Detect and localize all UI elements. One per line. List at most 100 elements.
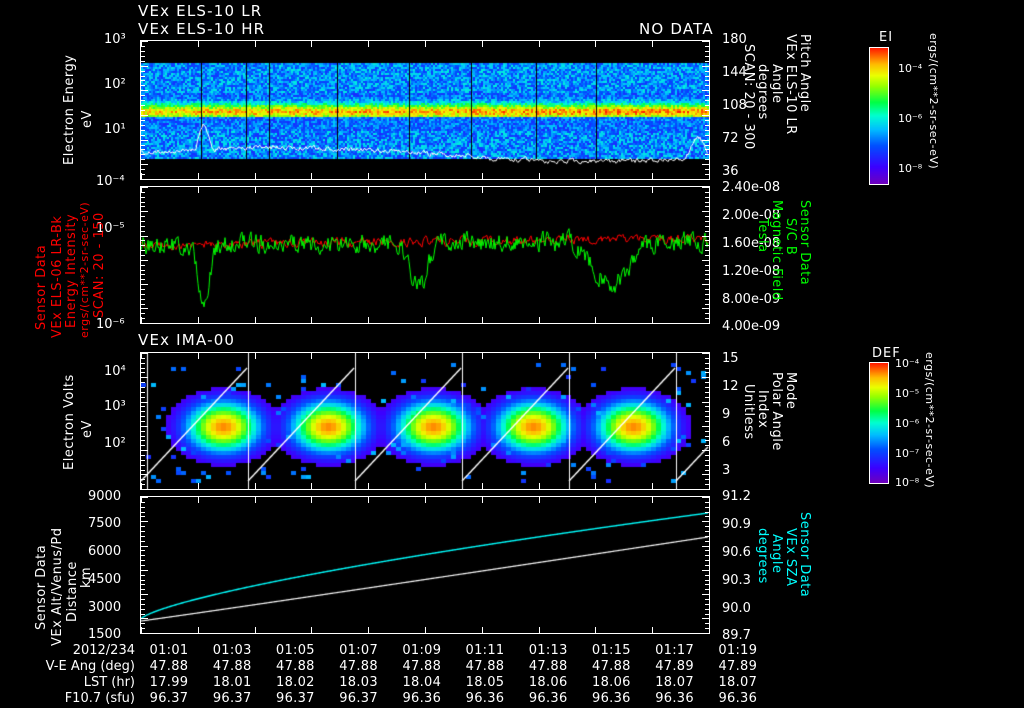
axis-tick [702, 114, 709, 116]
axis-tick [705, 584, 709, 586]
panel1-left-axis-label-line1: eV [80, 110, 95, 128]
panel4-right-tick-3: 90.3 [722, 573, 751, 588]
axis-tick [702, 90, 709, 92]
axis-tick [702, 139, 709, 141]
table-cell-1-6: 47.88 [528, 659, 568, 674]
table-cell-3-4: 96.36 [402, 691, 442, 706]
axis-tick [652, 483, 654, 489]
axis-tick [141, 206, 145, 208]
axis-tick [141, 455, 145, 456]
panel4-right-tick-5: 89.7 [722, 628, 751, 643]
axis-tick [141, 450, 148, 452]
panel1-right-tick-1: 144 [722, 65, 747, 80]
axis-tick [141, 531, 145, 532]
panel4-right-label-line2: Angle [769, 534, 784, 574]
axis-tick [311, 317, 313, 323]
axis-tick [705, 45, 709, 47]
axis-tick [141, 589, 145, 591]
axis-tick [141, 387, 145, 388]
panel-energy-intensity-bfield[interactable] [140, 186, 710, 324]
axis-tick [538, 497, 540, 503]
axis-tick [595, 317, 597, 323]
axis-tick [705, 179, 709, 180]
axis-tick [705, 382, 709, 384]
axis-tick [705, 264, 709, 266]
axis-tick [141, 484, 145, 486]
axis-tick [311, 41, 313, 47]
axis-tick [705, 628, 709, 630]
axis-tick [595, 497, 597, 503]
axis-tick [705, 357, 709, 359]
axis-tick [141, 70, 145, 72]
axis-tick [705, 489, 709, 490]
axis-tick [425, 627, 426, 633]
axis-tick [425, 187, 426, 193]
axis-tick [705, 216, 709, 218]
axis-tick [709, 353, 710, 359]
panel4-right-label-line1: VEx SZA [783, 528, 798, 587]
axis-tick [141, 187, 142, 193]
axis-tick [702, 377, 709, 379]
axis-tick [705, 144, 709, 146]
axis-tick [141, 85, 145, 87]
table-cell-0-5: 01:11 [465, 643, 505, 658]
panel2-right-label-line1: S/C B [783, 218, 798, 256]
axis-tick [141, 55, 145, 57]
axis-tick [705, 159, 709, 161]
panel-altitude-sza[interactable] [140, 496, 710, 634]
axis-tick [705, 274, 709, 276]
panel-ima-spectrogram[interactable] [140, 352, 710, 490]
axis-tick [652, 317, 654, 323]
table-cell-2-5: 18.05 [465, 675, 505, 690]
panel1-ytick-1: 10² [104, 77, 126, 92]
table-cell-0-2: 01:05 [275, 643, 315, 658]
axis-tick [705, 574, 709, 576]
axis-tick [141, 382, 145, 384]
panel4-ytick-3: 4500 [88, 572, 122, 587]
panel2-right-tick-5: 4.00e-09 [722, 319, 781, 334]
axis-tick [705, 206, 709, 208]
axis-tick [705, 430, 709, 432]
panel4-left-label-line3: km [79, 566, 94, 588]
axis-tick [709, 41, 710, 47]
axis-tick [141, 377, 148, 379]
axis-tick [141, 353, 148, 354]
table-cell-2-0: 17.99 [149, 675, 189, 690]
axis-tick [141, 196, 145, 198]
axis-tick [141, 259, 148, 261]
table-cell-0-4: 01:09 [402, 643, 442, 658]
axis-tick [481, 497, 483, 503]
axis-tick [705, 55, 709, 57]
axis-tick [141, 497, 148, 498]
axis-tick [425, 483, 426, 489]
axis-tick [197, 317, 199, 323]
panel3-right-tick-4: 3 [722, 463, 731, 478]
panel-els-spectrogram[interactable] [140, 40, 710, 180]
axis-tick [141, 584, 145, 586]
axis-tick [705, 80, 709, 82]
axis-tick [481, 187, 483, 193]
axis-tick [141, 124, 145, 126]
table-cell-2-3: 18.03 [339, 675, 378, 690]
panel1-right-label-line0: Pitch Angle [797, 34, 812, 113]
axis-tick [141, 623, 145, 625]
panel1-right-label-line4: SCAN: 20 - 300 [741, 44, 756, 150]
axis-tick [141, 627, 142, 633]
axis-tick [702, 569, 709, 571]
table-cell-3-5: 96.36 [465, 691, 505, 706]
axis-tick [141, 164, 148, 166]
table-cell-0-3: 01:07 [339, 643, 379, 658]
axis-tick [705, 250, 709, 252]
axis-tick [141, 173, 142, 179]
axis-tick [705, 110, 709, 111]
colorbar-def-title: DEF [872, 346, 901, 361]
axis-tick [705, 589, 709, 591]
axis-tick [141, 129, 145, 131]
axis-tick [141, 474, 148, 476]
axis-tick [254, 41, 256, 47]
axis-tick [141, 526, 145, 528]
colorbar-def-unit: ergs/(cm**2-sr-sec-eV) [923, 352, 936, 489]
panel2-ytick-2: 10⁻⁶ [96, 317, 125, 332]
panel1-right-tick-4: 36 [722, 164, 739, 179]
table-cell-2-4: 18.04 [402, 675, 442, 690]
